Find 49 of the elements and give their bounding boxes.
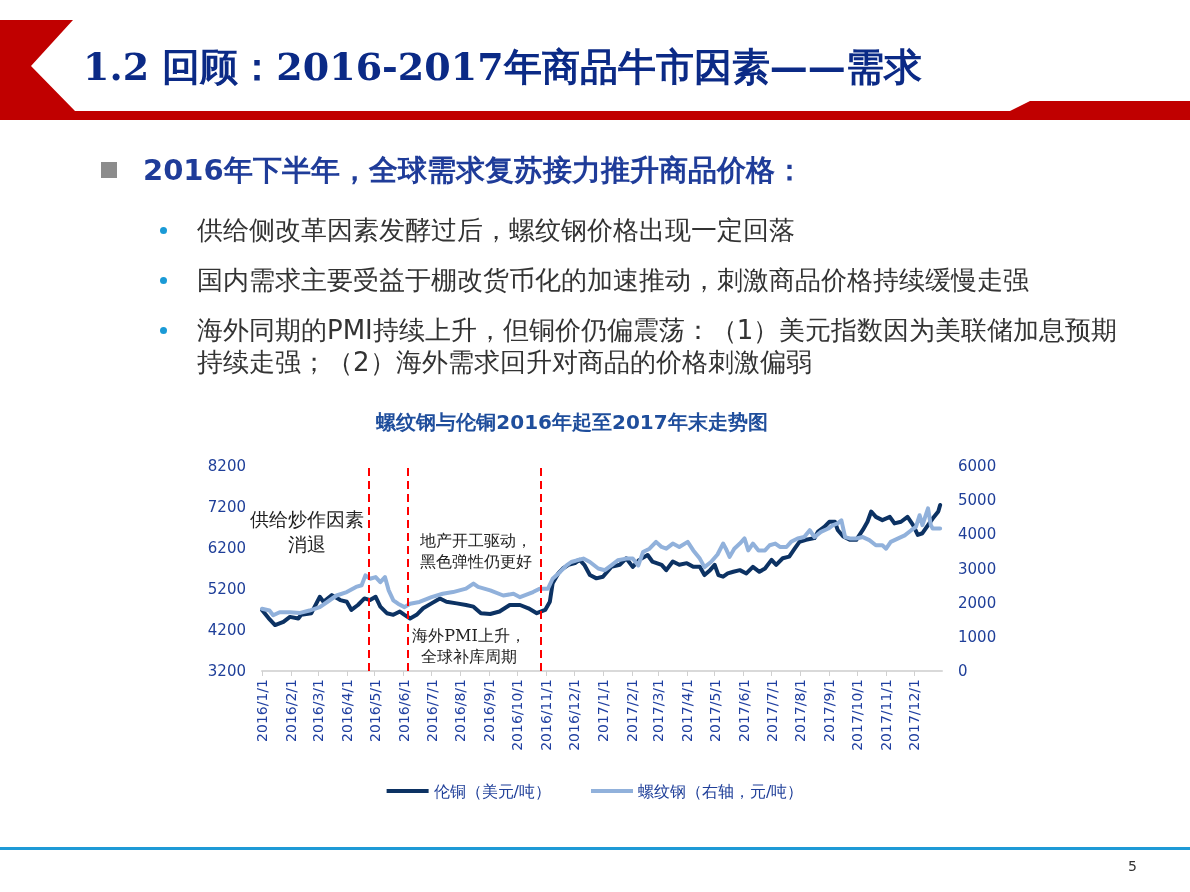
x-tick-label: 2016/8/1: [452, 679, 469, 742]
y2-tick-label: 1000: [958, 627, 997, 646]
text: 国内需求主要受益于棚改货币化的加速推动，刺激商品价格持续缓慢走强: [197, 264, 1030, 296]
x-tick-label: 2016/12/1: [566, 679, 583, 751]
y-tick-label: 7200: [207, 498, 246, 516]
text: 供给侧改革因素发酵过后，螺纹钢价格出现一定回落: [197, 214, 796, 246]
text: 海外同期的PMI持续上升，但铜价仍偏震荡：（1）美元指数因为美联储加息预期持续走强；（2）海外需求回升对商品的价格刺激偏弱: [197, 314, 1119, 378]
x-tick-label: 2017/6/1: [735, 679, 752, 742]
x-tick-label: 2017/12/1: [906, 679, 923, 751]
text: 5: [1128, 857, 1137, 875]
annotation: 海外PMI上升，全球补库周期: [411, 625, 527, 667]
x-tick-label: 2017/8/1: [792, 679, 809, 742]
x-tick-label: 2017/3/1: [649, 679, 666, 742]
x-tick-label: 2016/6/1: [395, 679, 412, 742]
legend-label: 伦铜（美元/吨）: [433, 781, 551, 801]
x-tick-label: 2017/10/1: [849, 679, 866, 751]
x-tick-label: 2017/5/1: [706, 679, 723, 742]
y-tick-label: 4200: [207, 621, 246, 639]
y-tick-label: 6200: [207, 539, 246, 557]
x-tick-label: 2017/2/1: [623, 679, 640, 742]
chart-title: 1.2 回顾：2016-2017年商品牛市因素——需求: [83, 44, 922, 90]
x-tick-label: 2017/1/1: [594, 679, 611, 742]
y2-tick-label: 0: [958, 662, 968, 680]
x-tick-label: 2016/2/1: [282, 679, 299, 742]
y2-tick-label: 5000: [958, 491, 997, 510]
x-tick-label: 2016/11/1: [538, 679, 555, 751]
x-tick-label: 2017/7/1: [763, 679, 780, 742]
x-tick-label: 2016/10/1: [509, 679, 526, 751]
y-tick-label: 3200: [207, 662, 246, 680]
x-tick-label: 2017/4/1: [678, 679, 695, 742]
y2-tick-label: 2000: [958, 593, 997, 612]
x-tick-label: 2016/5/1: [366, 679, 383, 742]
annotation: 地产开工驱动，黑色弹性仍更好: [419, 530, 533, 572]
x-tick-label: 2016/9/1: [481, 679, 498, 742]
y2-tick-label: 6000: [958, 457, 997, 475]
x-tick-label: 2017/9/1: [821, 679, 838, 742]
annotation: 供给炒作因素消退: [249, 507, 365, 557]
x-tick-label: 2017/11/1: [878, 679, 895, 751]
y2-tick-label: 3000: [958, 559, 997, 578]
text: 2016年下半年，全球需求复苏接力推升商品价格：: [143, 153, 804, 187]
x-tick-label: 2016/1/1: [254, 679, 270, 742]
x-tick-label: 2016/7/1: [423, 679, 440, 742]
legend-label: 螺纹钢（右轴，元/吨）: [638, 781, 804, 801]
y2-tick-label: 4000: [958, 525, 997, 544]
y-tick-label: 5200: [207, 580, 246, 598]
y-tick-label: 8200: [207, 457, 246, 475]
x-tick-label: 2016/3/1: [309, 679, 326, 742]
x-tick-label: 2016/4/1: [338, 679, 355, 742]
chart-subtitle: 螺纹钢与伦铜2016年起至2017年末走势图: [375, 410, 768, 434]
